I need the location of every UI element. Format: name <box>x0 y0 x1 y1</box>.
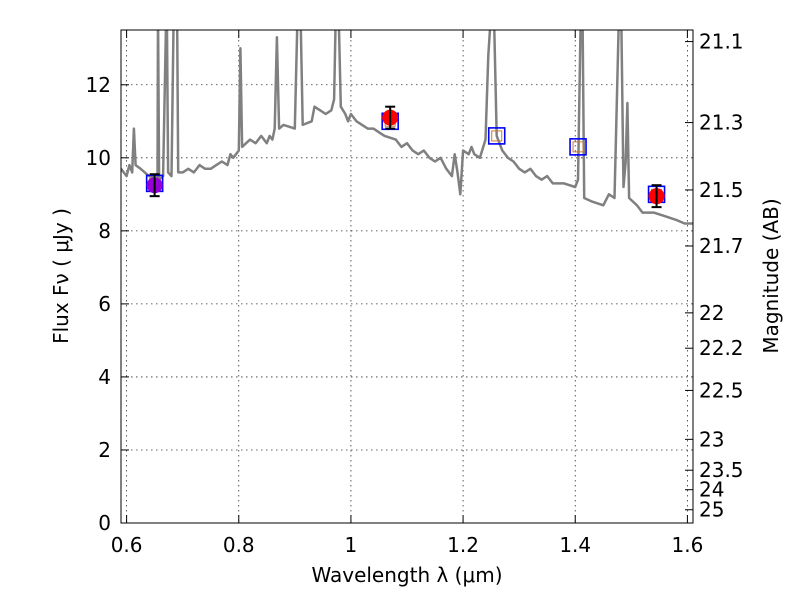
plot-layer <box>121 30 693 225</box>
y2-tick-label: 21.3 <box>699 111 744 135</box>
grid-layer <box>121 30 693 523</box>
x-tick-label: 1.2 <box>447 533 479 557</box>
y-tick-label: 4 <box>98 365 111 389</box>
x-tick-label: 1.6 <box>671 533 703 557</box>
y2-axis-label: Magnitude (AB) <box>759 198 783 353</box>
y2-tick-label: 21.5 <box>699 178 744 202</box>
y-axis-label: Flux Fν ( μJy ) <box>49 208 73 344</box>
x-tick-label: 0.6 <box>111 533 143 557</box>
model-photometry-square <box>487 127 506 145</box>
y2-tick-label: 24 <box>699 478 724 502</box>
y-tick-label: 2 <box>98 438 111 462</box>
y2-tick-label: 23.5 <box>699 458 744 482</box>
x-tick-label: 1 <box>345 533 358 557</box>
y2-tick-label: 22.5 <box>699 378 744 402</box>
plot-frame <box>120 29 694 524</box>
y-tick-label: 6 <box>98 292 111 316</box>
model-photometry-inner <box>491 130 503 142</box>
ticks-layer: 0.6 0.8 1 1.2 1.4 1.602468101221.121.321.521.… <box>86 30 744 557</box>
y2-tick-label: 21.7 <box>699 234 744 258</box>
x-tick-label: 1.4 <box>559 533 591 557</box>
y-tick-label: 10 <box>86 146 111 170</box>
y2-tick-label: 25 <box>699 498 724 522</box>
y-tick-label: 0 <box>98 511 111 535</box>
model-photometry-inner <box>572 141 584 153</box>
y2-tick-label: 23 <box>699 427 724 451</box>
y-tick-label: 12 <box>86 73 111 97</box>
x-axis-label: Wavelength λ (μm) <box>311 563 502 587</box>
y2-tick-label: 22.2 <box>699 336 744 360</box>
x-tick-label: 0.8 <box>223 533 255 557</box>
y-tick-label: 8 <box>98 219 111 243</box>
y2-tick-label: 21.1 <box>699 30 744 54</box>
model-photometry-square <box>569 138 587 156</box>
y2-tick-label: 22 <box>699 301 724 325</box>
sed-line <box>121 30 693 225</box>
